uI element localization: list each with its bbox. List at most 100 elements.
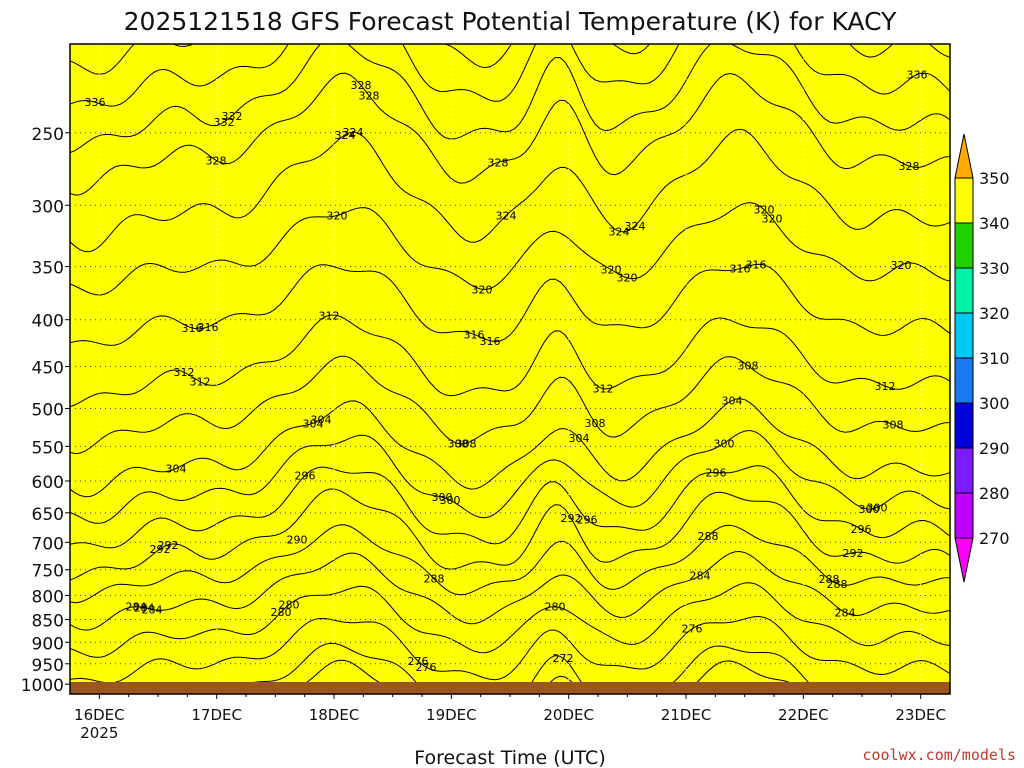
contour-label: 280 bbox=[545, 601, 566, 614]
x-tick-label: 18DEC bbox=[309, 706, 360, 724]
colorbar-label: 310 bbox=[979, 349, 1010, 368]
contour-label: 316 bbox=[182, 322, 203, 335]
y-tick-label: 400 bbox=[32, 312, 64, 332]
contour-label: 332 bbox=[222, 110, 243, 123]
colorbar-min-arrow bbox=[954, 537, 974, 583]
contour-label: 320 bbox=[762, 212, 783, 225]
x-tick-label: 22DEC bbox=[778, 706, 829, 724]
contour-label: 292 bbox=[843, 547, 864, 560]
y-tick-label: 750 bbox=[32, 562, 64, 582]
contour-label: 300 bbox=[859, 503, 880, 516]
y-tick-label: 450 bbox=[32, 359, 64, 379]
contour-label: 336 bbox=[85, 96, 106, 109]
contour-label: 304 bbox=[311, 413, 332, 426]
contour-label: 296 bbox=[851, 523, 872, 536]
contour-label: 320 bbox=[754, 203, 775, 216]
x-tick-label: 16DEC bbox=[74, 706, 125, 724]
contour-label: 288 bbox=[819, 573, 840, 586]
y-tick-label: 900 bbox=[32, 634, 64, 654]
y-tick-label: 650 bbox=[32, 505, 64, 525]
isentrope-336 bbox=[70, 44, 950, 107]
isentrope-348 bbox=[70, 0, 950, 2]
contour-label: 284 bbox=[835, 606, 856, 619]
contour-label: 308 bbox=[456, 437, 477, 450]
color-bands bbox=[70, 44, 950, 694]
contour-label: 320 bbox=[327, 209, 348, 222]
contour-label: 292 bbox=[158, 539, 179, 552]
colorbar: 350 340 330 320 310 300 290 280 270 bbox=[954, 133, 1010, 583]
isentrope-316 bbox=[70, 263, 950, 346]
contour-label: 304 bbox=[569, 432, 590, 445]
contour-label: 328 bbox=[206, 154, 227, 167]
colorbar-swatch bbox=[954, 357, 974, 404]
contour-label: 280 bbox=[279, 599, 300, 612]
contour-label: 296 bbox=[577, 513, 598, 526]
colorbar-label: 270 bbox=[979, 529, 1010, 548]
contour-label: 336 bbox=[907, 69, 928, 82]
contour-label: 316 bbox=[746, 258, 767, 271]
contour-label: 300 bbox=[440, 494, 461, 507]
x-tick-label: 21DEC bbox=[661, 706, 712, 724]
y-tick-label: 800 bbox=[32, 587, 64, 607]
y-tick-label: 250 bbox=[32, 125, 64, 145]
contour-lines bbox=[70, 0, 950, 694]
y-tick-label: 950 bbox=[32, 656, 64, 676]
chart-title: 2025121518 GFS Forecast Potential Temper… bbox=[124, 7, 897, 36]
contour-label: 308 bbox=[585, 417, 606, 430]
isentrope-308 bbox=[70, 355, 950, 455]
contour-label: 280 bbox=[271, 606, 292, 619]
contour-label: 300 bbox=[714, 437, 735, 450]
contour-label: 320 bbox=[891, 259, 912, 272]
isentrope-276 bbox=[70, 616, 950, 684]
contour-label: 276 bbox=[416, 661, 437, 674]
contour-label: 300 bbox=[867, 501, 888, 514]
contour-labels: 3363323283243363323283283243203283283243… bbox=[85, 69, 928, 675]
contour-label: 312 bbox=[875, 380, 896, 393]
contour-label: 328 bbox=[488, 156, 509, 169]
isentrope-304 bbox=[70, 398, 950, 498]
contour-label: 324 bbox=[496, 210, 517, 223]
colorbar-swatch bbox=[954, 312, 974, 359]
contour-label: 308 bbox=[883, 418, 904, 431]
contour-label: 324 bbox=[625, 220, 646, 233]
isentrope-328 bbox=[70, 72, 950, 196]
contour-label: 284 bbox=[134, 602, 155, 615]
contour-label: 320 bbox=[601, 264, 622, 277]
isentrope-288 bbox=[70, 524, 950, 604]
isentrope-300 bbox=[70, 429, 950, 524]
y-tick-label: 500 bbox=[32, 400, 64, 420]
colorbar-swatch bbox=[954, 267, 974, 314]
isentrope-292 bbox=[70, 488, 950, 581]
contour-label: 316 bbox=[480, 335, 501, 348]
colorbar-swatch bbox=[954, 177, 974, 224]
y-tick-label: 550 bbox=[32, 438, 64, 458]
colorbar-label: 320 bbox=[979, 304, 1010, 323]
colorbar-label: 300 bbox=[979, 394, 1010, 413]
colorbar-label: 350 bbox=[979, 169, 1010, 188]
colorbar-label: 340 bbox=[979, 214, 1010, 233]
colorbar-swatch bbox=[954, 492, 974, 539]
contour-label: 290 bbox=[287, 533, 308, 546]
contour-label: 312 bbox=[174, 366, 195, 379]
theta-band-350 bbox=[70, 44, 950, 694]
colorbar-label: 290 bbox=[979, 439, 1010, 458]
contour-label: 288 bbox=[698, 530, 719, 543]
x-tick-label: 17DEC bbox=[191, 706, 242, 724]
contour-label: 312 bbox=[190, 376, 211, 389]
colorbar-swatch bbox=[954, 447, 974, 494]
contour-label: 276 bbox=[682, 623, 703, 636]
isentrope-340 bbox=[70, 44, 950, 75]
y-tick-label: 300 bbox=[32, 197, 64, 217]
x-tick-label: 23DEC bbox=[895, 706, 946, 724]
credit-text[interactable]: coolwx.com/models bbox=[862, 746, 1016, 764]
y-tick-label: 700 bbox=[32, 534, 64, 554]
contour-label: 304 bbox=[722, 394, 743, 407]
y-tick-label: 600 bbox=[32, 473, 64, 493]
contour-label: 324 bbox=[343, 126, 364, 139]
contour-label: 328 bbox=[351, 79, 372, 92]
contour-label: 324 bbox=[335, 129, 356, 142]
contour-label: 284 bbox=[142, 603, 163, 616]
contour-label: 328 bbox=[359, 90, 380, 103]
contour-label: 308 bbox=[448, 438, 469, 451]
